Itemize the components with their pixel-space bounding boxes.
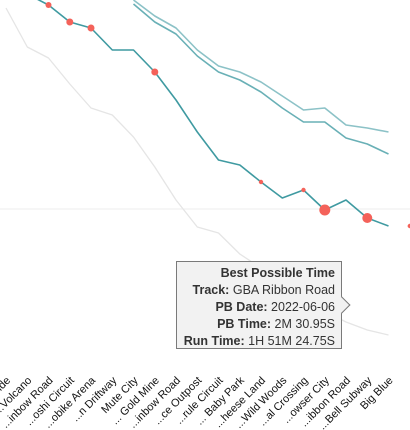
tooltip-pb-date-label: PB Date: [215, 300, 268, 314]
data-point-marker[interactable] [87, 24, 95, 32]
series-line-2 [132, 3, 389, 155]
tooltip-title: Best Possible Time [220, 266, 335, 280]
data-point-marker[interactable] [66, 18, 74, 26]
data-point-marker[interactable] [258, 179, 264, 185]
tooltip-run-time-value: 1H 51M 24.75S [248, 334, 335, 348]
tooltip-track-value: GBA Ribbon Road [232, 283, 335, 297]
tooltip-track-label: Track: [192, 283, 230, 297]
tooltip-row-pb-date: PB Date: 2022-06-06 [183, 299, 335, 316]
tooltip: Best Possible Time Track: GBA Ribbon Roa… [176, 261, 351, 350]
tooltip-row-pb-time: PB Time: 2M 30.95S [183, 316, 335, 333]
tooltip-pb-date-value: 2022-06-06 [271, 300, 335, 314]
data-point-marker[interactable] [45, 2, 52, 8]
tooltip-run-time-label: Run Time: [183, 334, 245, 348]
tooltip-pb-time-label: PB Time: [217, 317, 272, 331]
tooltip-row-run-time: Run Time: 1H 51M 24.75S [183, 333, 335, 350]
tooltip-row-track: Track: GBA Ribbon Road [183, 282, 335, 299]
data-point-marker[interactable] [151, 68, 159, 76]
data-point-marker[interactable] [362, 213, 373, 223]
series-line-1 [133, 0, 389, 133]
data-point-marker[interactable] [319, 204, 331, 216]
data-point-marker[interactable] [407, 223, 410, 229]
series-markers [45, 2, 410, 229]
tooltip-pb-time-value: 2M 30.95S [274, 317, 335, 331]
x-axis: ...ride...Volcano...inbow Road...oshi Ci… [0, 374, 396, 430]
data-point-marker[interactable] [301, 187, 306, 193]
